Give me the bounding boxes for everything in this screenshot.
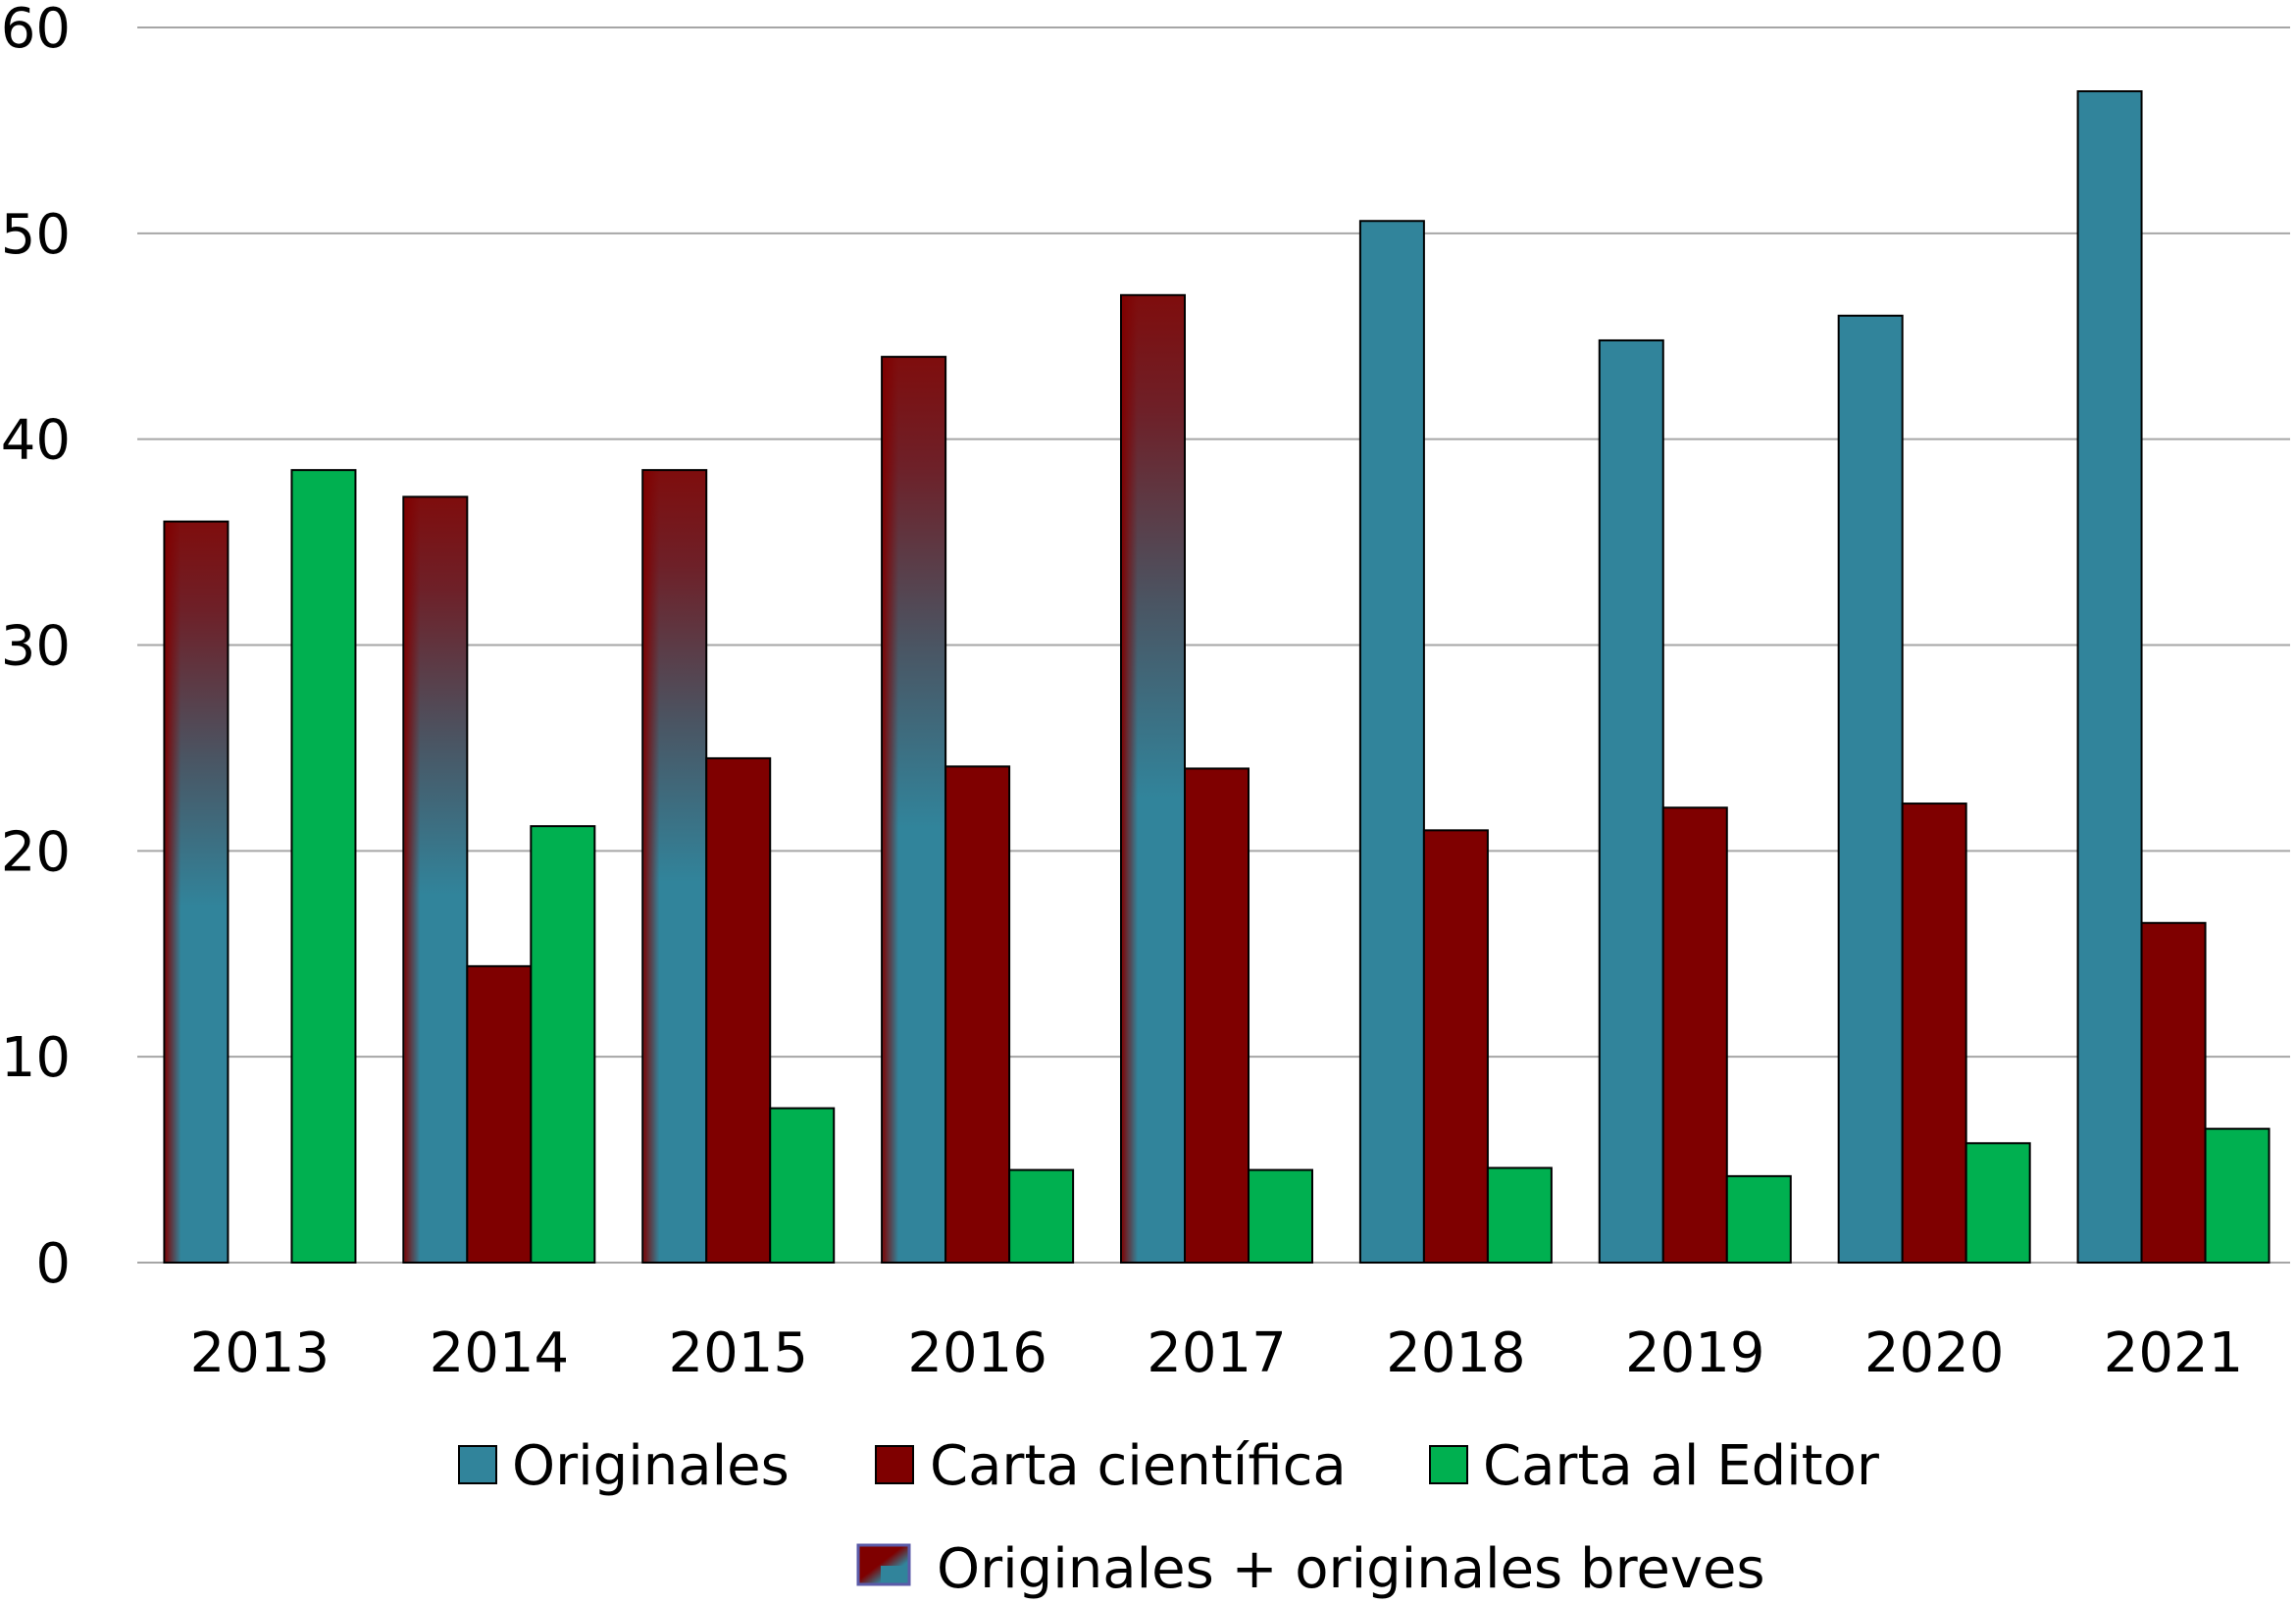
bar-originales-2018 — [1358, 220, 1425, 1265]
x-tick-label-2021: 2021 — [2104, 1321, 2244, 1385]
x-tick-label-2015: 2015 — [668, 1321, 808, 1385]
x-tick-label-2020: 2020 — [1864, 1321, 2005, 1385]
bar-carta-cient-fica-2021 — [2140, 921, 2207, 1265]
x-tick-label-2013: 2013 — [190, 1321, 331, 1385]
x-tick-label-2018: 2018 — [1386, 1321, 1526, 1385]
legend-swatch-originales — [458, 1445, 497, 1484]
bar-carta-cient-fica-2018 — [1422, 829, 1489, 1264]
bar-originales-2019 — [1598, 338, 1664, 1264]
bar-carta-al-editor-2019 — [1725, 1174, 1792, 1264]
legend-label-carta-al-editor: Carta al Editor — [1483, 1434, 1880, 1498]
bar-carta-cient-fica-2019 — [1661, 806, 1728, 1264]
legend-label-carta-cient-fica: Carta científica — [930, 1434, 1347, 1498]
legend-swatch-combined-inner — [881, 1566, 907, 1582]
bar-edge-shade-2016 — [883, 357, 899, 1262]
x-axis-tick-labels: 2013 2014 2015 2016 2017 2018 2019 2020 2021 — [190, 1321, 2244, 1385]
bar-edge-shade-2017 — [1122, 295, 1138, 1262]
bar-carta-al-editor-2015 — [769, 1107, 836, 1264]
bar-edge-shade-2013 — [165, 522, 181, 1262]
bar-carta-al-editor-2018 — [1486, 1166, 1553, 1265]
legend: Originales Carta científica Carta al Edito… — [458, 1434, 1880, 1601]
bars — [163, 90, 2270, 1265]
bar-carta-cient-fica-2017 — [1184, 767, 1250, 1265]
y-tick-label-20: 20 — [1, 820, 71, 884]
bar-originales-2020 — [1837, 314, 1904, 1264]
bar-edge-shade-2014 — [404, 497, 421, 1262]
bar-originales-2021 — [2076, 90, 2143, 1264]
bar-carta-al-editor-2021 — [2204, 1127, 2270, 1264]
bar-carta-cient-fica-2015 — [705, 756, 772, 1264]
bar-carta-cient-fica-2020 — [1901, 802, 1967, 1264]
legend-swatch-carta-cient-fica — [875, 1445, 914, 1484]
y-tick-label-40: 40 — [1, 409, 71, 473]
bar-carta-al-editor-2020 — [1964, 1142, 2031, 1264]
legend-label-combined: Originales + originales breves — [937, 1537, 1765, 1601]
x-tick-label-2017: 2017 — [1147, 1321, 1287, 1385]
y-tick-label-0: 0 — [35, 1232, 71, 1296]
legend-label-originales: Originales — [512, 1434, 790, 1498]
y-tick-label-50: 50 — [1, 203, 71, 267]
x-tick-label-2014: 2014 — [430, 1321, 570, 1385]
bar-carta-cient-fica-2016 — [944, 765, 1011, 1265]
legend-swatch-carta-al-editor — [1429, 1445, 1468, 1484]
bar-carta-al-editor-2016 — [1008, 1168, 1075, 1264]
x-tick-label-2019: 2019 — [1625, 1321, 1765, 1385]
y-axis-tick-labels: 0 10 20 30 40 50 60 — [1, 0, 71, 1296]
bar-carta-al-editor-2013 — [290, 469, 357, 1264]
x-tick-label-2016: 2016 — [907, 1321, 1047, 1385]
y-tick-label-60: 60 — [1, 0, 71, 61]
bar-carta-al-editor-2014 — [530, 825, 596, 1264]
y-tick-label-30: 30 — [1, 615, 71, 679]
bar-carta-al-editor-2017 — [1248, 1168, 1313, 1264]
y-tick-label-10: 10 — [1, 1026, 71, 1090]
bar-edge-shade-2015 — [643, 471, 660, 1262]
bar-carta-cient-fica-2014 — [466, 964, 533, 1265]
